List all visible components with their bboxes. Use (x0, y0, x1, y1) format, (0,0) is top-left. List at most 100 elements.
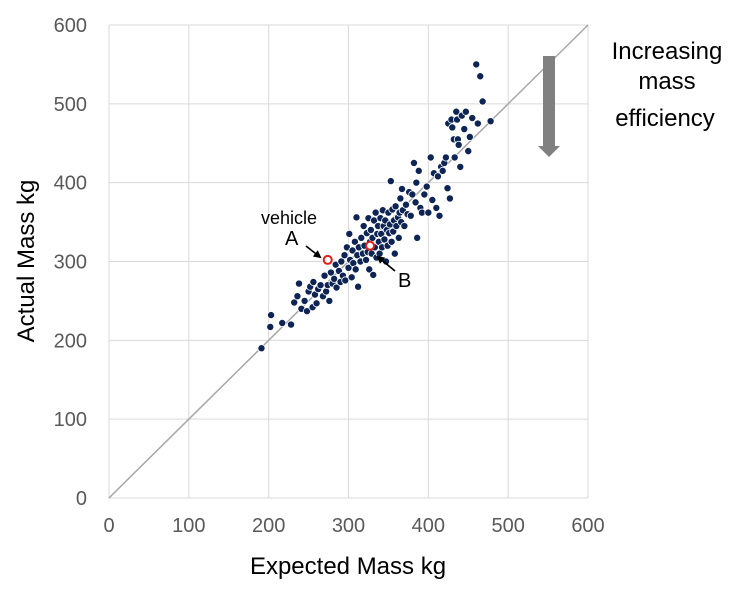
data-point (433, 172, 442, 181)
data-point (400, 222, 409, 231)
data-point (390, 249, 399, 258)
data-point (465, 132, 474, 141)
data-point (371, 208, 380, 217)
data-point (435, 211, 444, 220)
x-axis-title: Expected Mass kg (250, 553, 446, 580)
data-point (441, 153, 450, 162)
data-point (476, 72, 485, 81)
data-point (350, 237, 359, 246)
data-point (452, 107, 461, 116)
data-point (450, 153, 459, 162)
data-point (300, 296, 309, 305)
data-point (357, 233, 366, 242)
data-point (326, 268, 335, 277)
data-point (295, 279, 304, 288)
tick-labels: 0 100 200 300 400 500 600 0 100 200 300 400 500 600 (54, 15, 605, 537)
data-point (391, 202, 400, 211)
data-point (438, 166, 447, 175)
data-point (341, 276, 350, 285)
data-points (257, 60, 495, 353)
data-point (278, 318, 287, 327)
x-tick-label: 0 (103, 515, 114, 537)
data-point (347, 273, 356, 282)
data-point (478, 97, 487, 106)
data-point (413, 233, 422, 242)
data-point (424, 208, 433, 217)
highlighted-point-a (322, 254, 333, 265)
down-arrow-icon (538, 56, 560, 157)
data-point (345, 229, 354, 238)
data-point (351, 265, 360, 274)
data-point (354, 282, 363, 291)
data-point (312, 299, 321, 308)
data-point (257, 344, 266, 353)
data-point (468, 114, 477, 123)
data-point (309, 277, 318, 286)
data-point (359, 222, 368, 231)
x-tick-label: 100 (172, 515, 205, 537)
y-tick-label: 100 (54, 409, 87, 431)
data-point (293, 292, 302, 301)
down-arrow-shaft (543, 56, 555, 146)
data-point (362, 255, 371, 264)
x-tick-label: 400 (412, 515, 445, 537)
data-point (380, 235, 389, 244)
data-point (454, 140, 463, 149)
y-axis-title: Actual Mass kg (13, 180, 40, 343)
data-point (412, 178, 421, 187)
data-point (287, 320, 296, 329)
y-tick-label: 200 (54, 330, 87, 352)
data-point (401, 200, 410, 209)
data-point (426, 153, 435, 162)
data-point (443, 184, 452, 193)
data-point (320, 271, 329, 280)
data-point (302, 307, 311, 316)
y-tick-label: 600 (54, 15, 87, 37)
annotation-vehicle: vehicle (261, 208, 317, 228)
highlighted-points (322, 240, 376, 265)
data-point (340, 251, 349, 260)
data-point (267, 311, 276, 320)
data-point (348, 246, 357, 255)
data-point (325, 296, 334, 305)
data-point (330, 274, 339, 283)
x-tick-label: 600 (571, 515, 604, 537)
data-point (365, 265, 374, 274)
data-point (352, 213, 361, 222)
data-point (445, 194, 454, 203)
data-point (486, 117, 495, 126)
data-point (408, 190, 417, 199)
data-point (460, 125, 469, 134)
data-point (397, 184, 406, 193)
data-point (386, 177, 395, 186)
data-point (369, 270, 378, 279)
data-point (387, 237, 396, 246)
arrow-to-a (305, 245, 322, 259)
y-tick-label: 0 (76, 488, 87, 510)
annotation-b: B (398, 270, 411, 292)
side-note-line2: mass (638, 68, 695, 95)
data-point (409, 158, 418, 167)
data-point (290, 298, 299, 307)
y-tick-label: 500 (54, 94, 87, 116)
x-tick-label: 500 (491, 515, 524, 537)
data-point (473, 119, 482, 128)
data-point (464, 147, 473, 156)
data-point (332, 283, 341, 292)
y-tick-label: 400 (54, 173, 87, 195)
x-tick-label: 200 (252, 515, 285, 537)
annotation-arrows (305, 245, 396, 272)
data-point (406, 211, 415, 220)
arrow-to-b (376, 255, 396, 272)
data-point (414, 166, 423, 175)
data-point (396, 194, 405, 203)
side-note-line1: Increasing (612, 38, 723, 65)
data-point (448, 123, 457, 132)
annotation-a: A (285, 228, 299, 250)
data-point (366, 225, 375, 234)
highlighted-point-b (365, 240, 376, 251)
y-tick-label: 300 (54, 252, 87, 274)
data-point (411, 198, 420, 207)
data-point (472, 60, 481, 69)
